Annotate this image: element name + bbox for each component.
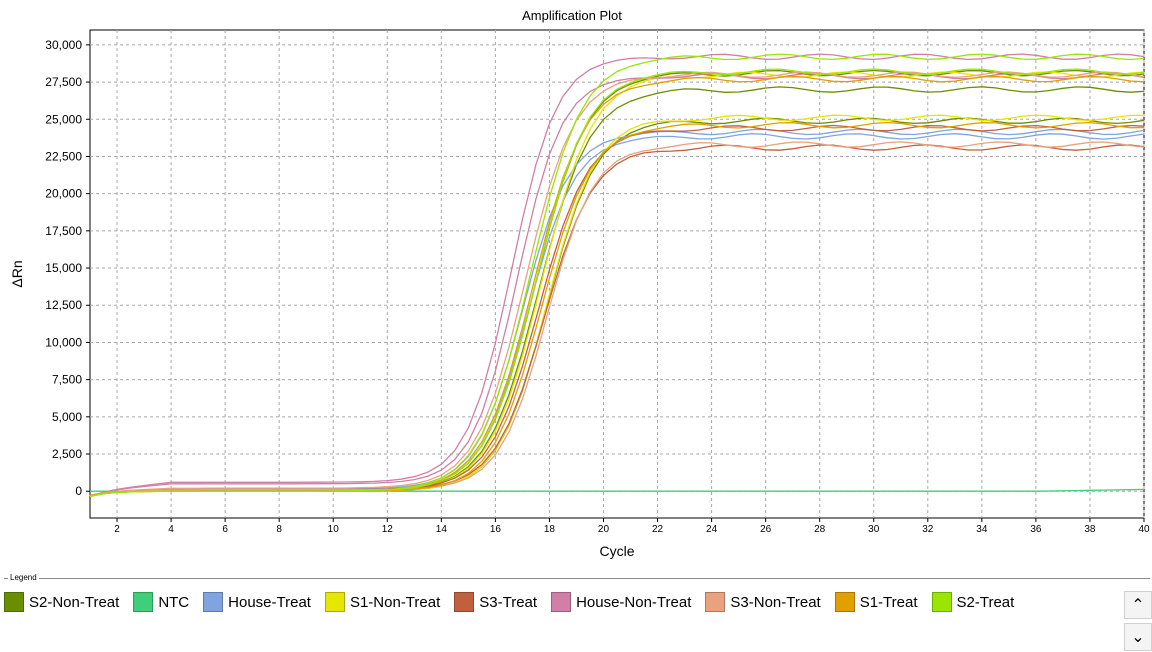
amplification-curve xyxy=(89,53,1145,497)
y-tick-label: 22,500 xyxy=(45,149,82,163)
legend-swatch xyxy=(705,592,726,612)
scroll-down-button[interactable]: ⌄ xyxy=(1124,623,1152,651)
y-tick-labels: 0 2,500 5,000 7,500 10,000 12,500 15,000 17,500… xyxy=(45,38,82,498)
x-tick-label: 24 xyxy=(706,524,718,535)
y-tick-label: 2,500 xyxy=(52,447,82,461)
legend-panel: Legend S2-Non-Treat NTC House-Treat S1-Non-… xyxy=(4,573,1152,651)
x-tick-label: 36 xyxy=(1030,524,1042,535)
legend-item[interactable]: S3-Treat xyxy=(454,591,537,613)
y-tick-label: 15,000 xyxy=(45,261,82,275)
legend-item[interactable]: NTC xyxy=(133,591,189,613)
x-axis-title: Cycle xyxy=(599,543,634,559)
legend-label: House-Treat xyxy=(228,593,311,611)
x-tick-label: 20 xyxy=(598,524,610,535)
legend-item[interactable]: S2-Treat xyxy=(931,591,1015,613)
legend-label: S1-Non-Treat xyxy=(349,593,441,611)
legend-swatch xyxy=(4,592,24,612)
chart-canvas: 0 2,500 5,000 7,500 10,000 12,500 15,000 17,500… xyxy=(9,8,1150,559)
y-tick-label: 17,500 xyxy=(45,224,82,238)
y-tick-label: 5,000 xyxy=(52,410,82,424)
x-tick-label: 40 xyxy=(1138,524,1150,535)
y-tick-label: 0 xyxy=(75,484,82,498)
x-tick-label: 26 xyxy=(760,524,772,535)
legend-caption: Legend xyxy=(8,573,39,582)
legend-swatch xyxy=(454,592,475,612)
legend-label: NTC xyxy=(158,593,190,611)
x-tick-label: 30 xyxy=(868,524,880,535)
legend-label: S1-Treat xyxy=(859,593,918,611)
y-tick-label: 20,000 xyxy=(45,187,82,201)
x-tick-label: 38 xyxy=(1084,524,1096,535)
legend-item[interactable]: S2-Non-Treat xyxy=(4,591,119,613)
legend-item[interactable]: House-Non-Treat xyxy=(551,591,691,613)
y-tick-label: 25,000 xyxy=(45,112,82,126)
legend-label: S3-Non-Treat xyxy=(730,593,821,611)
y-tick-label: 30,000 xyxy=(45,38,82,52)
legend-swatch xyxy=(931,592,952,612)
series-lines xyxy=(89,53,1145,498)
legend-label: S2-Non-Treat xyxy=(29,593,120,611)
amplification-curve xyxy=(89,71,1145,497)
legend-items: S2-Non-Treat NTC House-Treat S1-Non-Treat S3… xyxy=(4,591,1114,613)
y-tick-label: 27,500 xyxy=(45,75,82,89)
legend-item[interactable]: S1-Non-Treat xyxy=(324,591,441,613)
x-tick-label: 10 xyxy=(328,524,340,535)
chart-title: Amplification Plot xyxy=(522,8,622,23)
x-tick-label: 22 xyxy=(652,524,664,535)
legend-label: House-Non-Treat xyxy=(576,593,692,611)
x-tick-label: 14 xyxy=(436,524,448,535)
y-tick-label: 7,500 xyxy=(52,373,82,387)
y-axis-title: ΔRn xyxy=(9,260,25,287)
legend-swatch xyxy=(324,592,345,612)
legend-swatch xyxy=(551,592,572,612)
x-tick-label: 12 xyxy=(382,524,394,535)
x-tick-label: 32 xyxy=(922,524,934,535)
legend-label: S3-Treat xyxy=(479,593,538,611)
x-tick-label: 16 xyxy=(490,524,502,535)
legend-item[interactable]: House-Treat xyxy=(203,591,311,613)
legend-label: S2-Treat xyxy=(956,593,1015,611)
legend-item[interactable]: S3-Non-Treat xyxy=(705,591,821,613)
amplification-chart: 0 2,500 5,000 7,500 10,000 12,500 15,000 17,500… xyxy=(9,8,1150,559)
x-tick-label: 2 xyxy=(114,524,120,535)
y-tick-label: 12,500 xyxy=(45,298,82,312)
x-tick-label: 4 xyxy=(168,524,174,535)
legend-swatch xyxy=(133,592,154,612)
x-tick-label: 8 xyxy=(276,524,282,535)
y-tick-label: 10,000 xyxy=(45,335,82,349)
legend-item[interactable]: S1-Treat xyxy=(834,591,918,613)
x-tick-label: 18 xyxy=(544,524,556,535)
scroll-up-button[interactable]: ⌃ xyxy=(1124,591,1152,619)
x-tick-labels: 2 4 6 8 10 12 14 16 18 20 22 24 26 28 30 32 34 36 38 40 xyxy=(114,524,1150,535)
plot-area xyxy=(89,29,1145,519)
amplification-curve xyxy=(89,68,1145,497)
legend-swatch xyxy=(203,592,224,612)
x-tick-label: 28 xyxy=(814,524,826,535)
x-tick-label: 6 xyxy=(222,524,228,535)
grid-lines xyxy=(86,30,1145,522)
amplification-curve xyxy=(89,133,1145,497)
legend-swatch xyxy=(834,592,855,612)
amplification-curve xyxy=(89,141,1145,497)
x-tick-label: 34 xyxy=(976,524,988,535)
